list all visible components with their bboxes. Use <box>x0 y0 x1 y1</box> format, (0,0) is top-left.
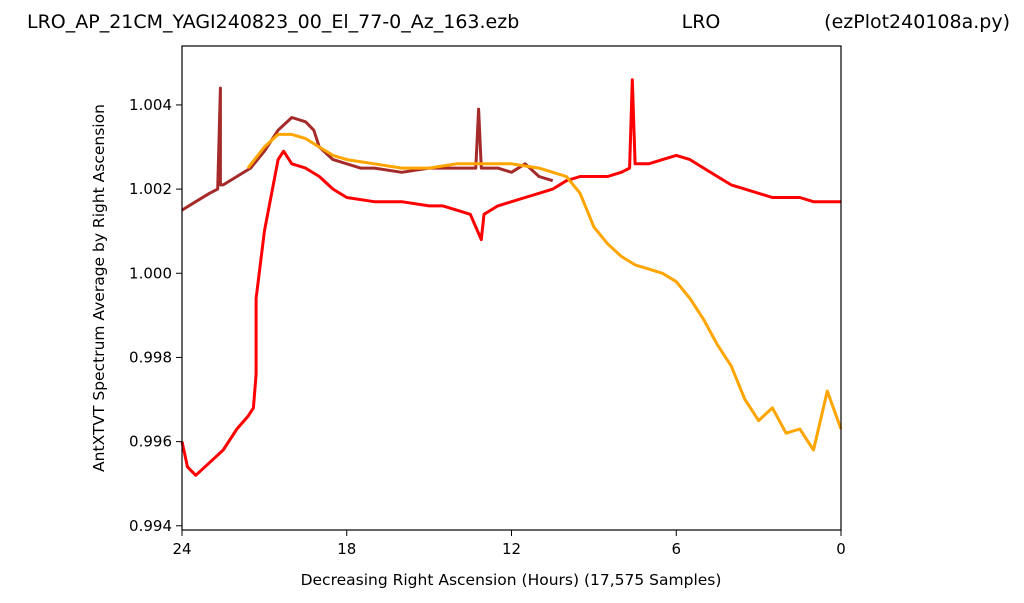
title-left: LRO_AP_21CM_YAGI240823_00_El_77-0_Az_163… <box>27 11 519 33</box>
x-tick-label: 12 <box>502 540 521 558</box>
x-tick-label: 0 <box>836 540 846 558</box>
title-right: (ezPlot240108a.py) <box>824 11 1010 33</box>
y-tick-label: 1.002 <box>129 180 172 198</box>
series-line-1 <box>181 86 554 212</box>
y-tick-label: 0.996 <box>129 433 172 451</box>
x-tick-label: 24 <box>172 540 191 558</box>
x-axis-label: Decreasing Right Ascension (Hours) (17,5… <box>301 571 722 589</box>
y-tick-label: 0.998 <box>129 348 172 366</box>
series-layer <box>180 78 843 477</box>
x-tick-label: 6 <box>671 540 681 558</box>
series-line-2 <box>180 78 841 477</box>
y-tick-label: 0.994 <box>129 517 172 535</box>
title-center: LRO <box>682 11 721 33</box>
y-axis-label: AntXTVT Spectrum Average by Right Ascens… <box>90 104 108 472</box>
y-tick-label: 1.000 <box>129 264 172 282</box>
x-tick-label: 18 <box>337 540 356 558</box>
y-tick-label: 1.004 <box>129 96 172 114</box>
x-axis: 24 18 12 6 0 <box>172 530 846 558</box>
y-axis: 0.994 0.996 0.998 1.000 1.002 1.004 <box>129 96 182 535</box>
plot-frame <box>181 45 842 531</box>
series-line-3 <box>246 132 843 452</box>
